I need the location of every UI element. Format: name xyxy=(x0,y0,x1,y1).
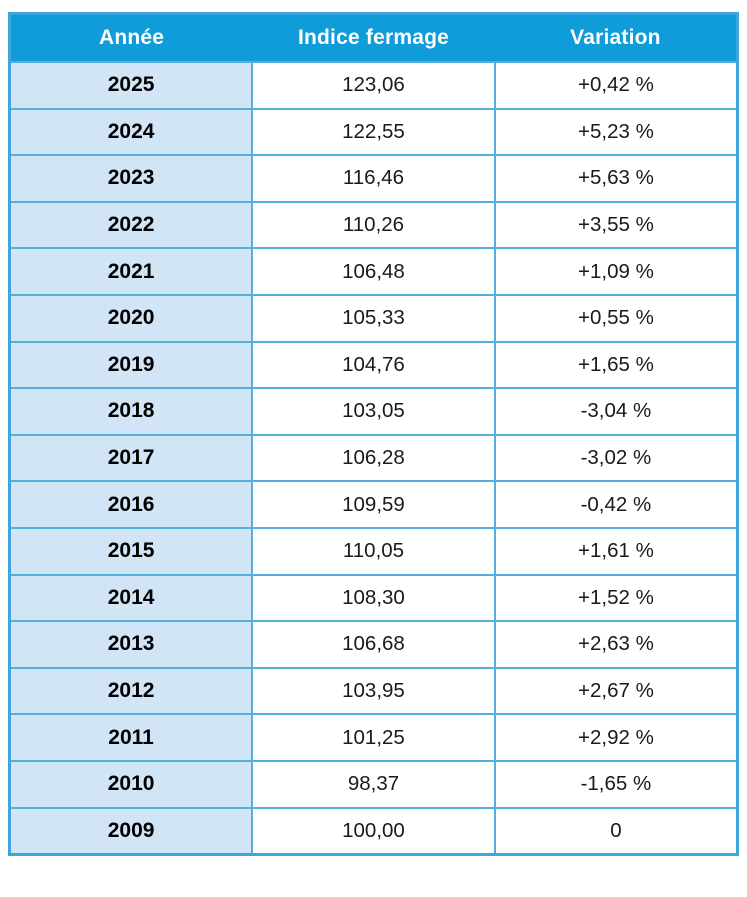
table-row: 2021 106,48 +1,09 % xyxy=(8,247,739,296)
column-header-variation: Variation xyxy=(494,13,738,62)
year-cell: 2012 xyxy=(8,666,254,716)
variation-cell: -3,02 % xyxy=(493,433,739,483)
indice-cell: 106,28 xyxy=(251,433,496,483)
table-row: 2013 106,68 +2,63 % xyxy=(8,620,739,669)
year-cell: 2025 xyxy=(8,61,254,110)
table-row: 2011 101,25 +2,92 % xyxy=(8,713,739,762)
year-cell: 2016 xyxy=(8,480,254,529)
table-header: Année Indice fermage Variation xyxy=(9,13,738,62)
variation-cell: 0 xyxy=(493,806,739,856)
indice-cell: 106,68 xyxy=(251,620,496,669)
header-row: Année Indice fermage Variation xyxy=(9,13,738,62)
variation-cell: -3,04 % xyxy=(493,387,739,436)
year-cell: 2017 xyxy=(8,433,254,483)
variation-cell: -1,65 % xyxy=(493,759,739,809)
fermage-index-table: Année Indice fermage Variation 2025 123,… xyxy=(8,12,739,857)
table-row: 2018 103,05 -3,04 % xyxy=(8,387,739,436)
indice-cell: 110,05 xyxy=(251,526,496,576)
variation-cell: +1,52 % xyxy=(493,573,739,623)
year-cell: 2021 xyxy=(8,247,254,296)
indice-cell: 101,25 xyxy=(251,713,496,762)
year-cell: 2013 xyxy=(8,620,254,669)
year-cell: 2014 xyxy=(8,573,254,623)
year-cell: 2023 xyxy=(8,154,254,203)
table-row: 2014 108,30 +1,52 % xyxy=(8,573,739,623)
indice-cell: 103,05 xyxy=(251,387,496,436)
indice-cell: 103,95 xyxy=(251,666,496,716)
indice-cell: 122,55 xyxy=(251,107,496,157)
column-header-annee: Année xyxy=(9,13,253,62)
variation-cell: +5,23 % xyxy=(493,107,739,157)
variation-cell: +2,67 % xyxy=(493,666,739,716)
indice-cell: 106,48 xyxy=(251,247,496,296)
indice-cell: 116,46 xyxy=(251,154,496,203)
table-row: 2022 110,26 +3,55 % xyxy=(8,200,739,250)
variation-cell: -0,42 % xyxy=(493,480,739,529)
variation-cell: +3,55 % xyxy=(493,200,739,250)
table-row: 2010 98,37 -1,65 % xyxy=(8,759,739,809)
variation-cell: +5,63 % xyxy=(493,154,739,203)
table-row: 2012 103,95 +2,67 % xyxy=(8,666,739,716)
variation-cell: +2,63 % xyxy=(493,620,739,669)
column-header-indice-fermage: Indice fermage xyxy=(252,13,495,62)
table-row: 2023 116,46 +5,63 % xyxy=(8,154,739,203)
indice-cell: 110,26 xyxy=(251,200,496,250)
year-cell: 2020 xyxy=(8,293,254,343)
table-body: 2025 123,06 +0,42 % 2024 122,55 +5,23 % … xyxy=(8,61,739,856)
indice-cell: 109,59 xyxy=(251,480,496,529)
variation-cell: +2,92 % xyxy=(493,713,739,762)
year-cell: 2019 xyxy=(8,340,254,390)
table-row: 2025 123,06 +0,42 % xyxy=(8,61,739,110)
year-cell: 2009 xyxy=(8,806,254,856)
year-cell: 2022 xyxy=(8,200,254,250)
variation-cell: +1,61 % xyxy=(493,526,739,576)
table-row: 2024 122,55 +5,23 % xyxy=(8,107,739,157)
table-row: 2016 109,59 -0,42 % xyxy=(8,480,739,529)
variation-cell: +1,09 % xyxy=(493,247,739,296)
indice-cell: 123,06 xyxy=(251,61,496,110)
indice-cell: 108,30 xyxy=(251,573,496,623)
table-row: 2020 105,33 +0,55 % xyxy=(8,293,739,343)
table-row: 2009 100,00 0 xyxy=(8,806,739,856)
indice-cell: 98,37 xyxy=(251,759,496,809)
year-cell: 2018 xyxy=(8,387,254,436)
variation-cell: +1,65 % xyxy=(493,340,739,390)
year-cell: 2010 xyxy=(8,759,254,809)
variation-cell: +0,55 % xyxy=(493,293,739,343)
indice-cell: 100,00 xyxy=(251,806,496,856)
table-row: 2017 106,28 -3,02 % xyxy=(8,433,739,483)
variation-cell: +0,42 % xyxy=(493,61,739,110)
table-row: 2015 110,05 +1,61 % xyxy=(8,526,739,576)
year-cell: 2015 xyxy=(8,526,254,576)
indice-cell: 105,33 xyxy=(251,293,496,343)
year-cell: 2011 xyxy=(8,713,254,762)
indice-cell: 104,76 xyxy=(251,340,496,390)
table-row: 2019 104,76 +1,65 % xyxy=(8,340,739,390)
year-cell: 2024 xyxy=(8,107,254,157)
